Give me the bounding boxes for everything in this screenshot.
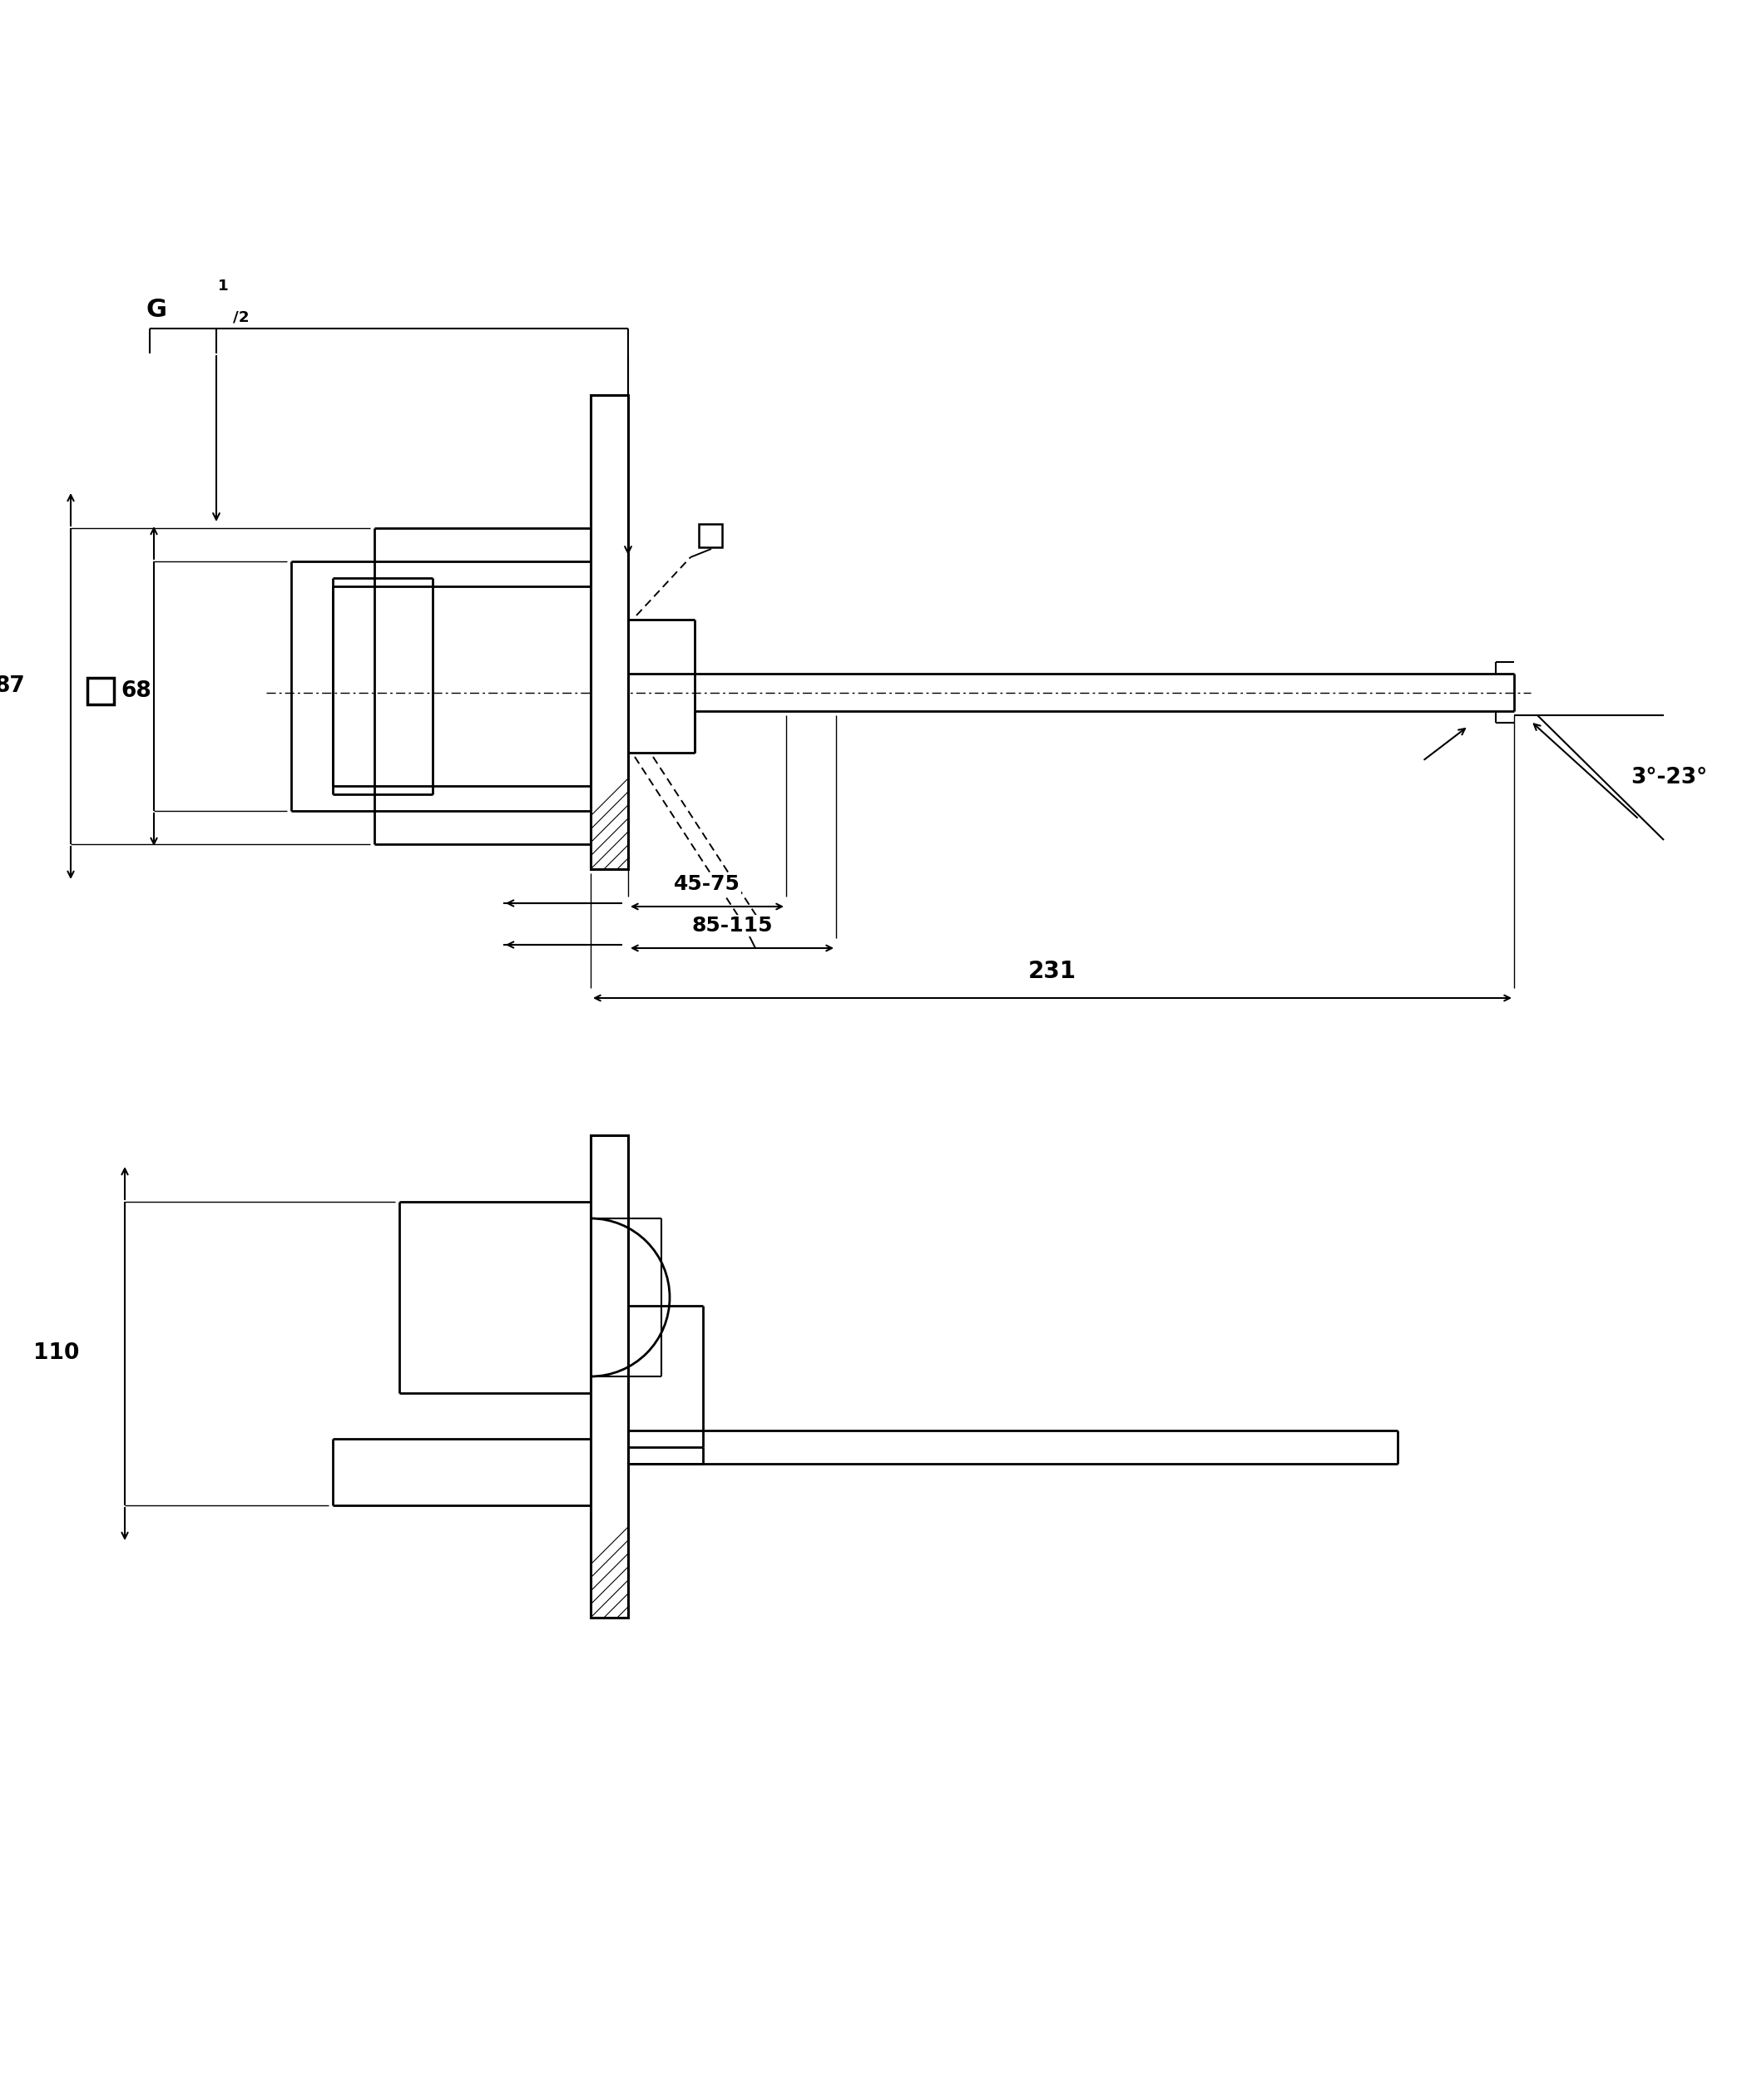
Text: 87: 87: [0, 676, 25, 697]
Bar: [88, 678, 114, 704]
Text: G: G: [145, 298, 166, 321]
Text: 110: 110: [33, 1342, 79, 1365]
Text: 85-115: 85-115: [692, 916, 773, 937]
Bar: [699, 525, 722, 548]
Text: 68: 68: [121, 680, 151, 701]
Text: 1: 1: [217, 279, 228, 294]
Text: 231: 231: [1028, 960, 1076, 983]
Bar: [590, 1136, 627, 1617]
Bar: [590, 395, 627, 869]
Text: 45-75: 45-75: [675, 874, 741, 895]
Text: 3°-23°: 3°-23°: [1631, 766, 1706, 788]
Text: /2: /2: [233, 309, 249, 323]
